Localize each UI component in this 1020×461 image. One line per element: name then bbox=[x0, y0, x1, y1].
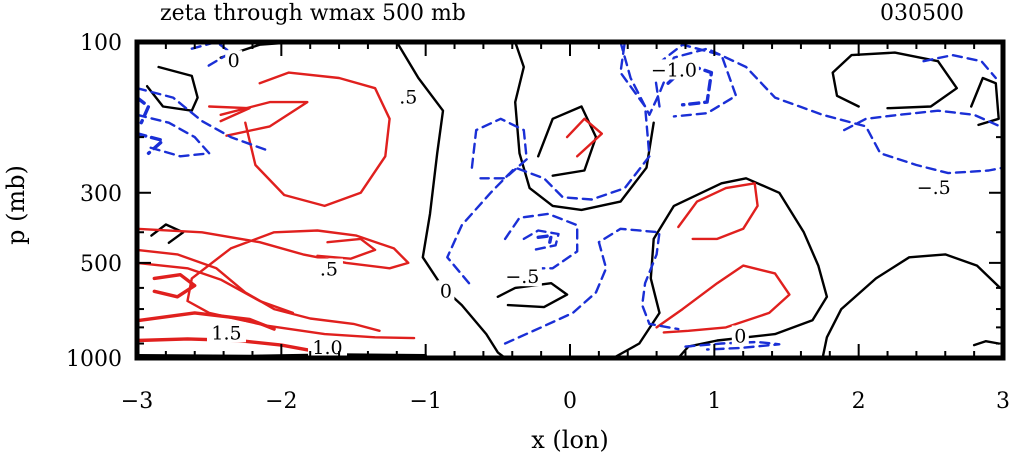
contour-line-38 bbox=[522, 229, 560, 252]
contour-line-16 bbox=[655, 264, 791, 334]
y-axis-label: p (mb) bbox=[2, 165, 30, 245]
y-tick-label-2: 500 bbox=[80, 252, 122, 277]
contour-label-5: 0 bbox=[440, 280, 452, 302]
contour-line-32 bbox=[684, 340, 781, 351]
contour-label-8: 1.0 bbox=[312, 337, 342, 359]
x-tick-label-3: 0 bbox=[563, 389, 577, 414]
x-tick-labels: −3 −2 −1 0 1 2 3 bbox=[121, 389, 1010, 414]
x-tick-label-6: 3 bbox=[996, 389, 1010, 414]
contour-label-6: −.5 bbox=[505, 266, 539, 288]
contour-line-25 bbox=[138, 311, 276, 331]
contour-line-9 bbox=[831, 51, 958, 110]
contour-line-0 bbox=[145, 65, 199, 112]
contour-line-3 bbox=[514, 40, 655, 212]
contour-label-bg-8 bbox=[308, 337, 348, 358]
contour-label-4: .5 bbox=[320, 259, 338, 281]
contour-line-22 bbox=[208, 105, 251, 123]
contour-label-bg-7 bbox=[206, 322, 246, 343]
contour-line-26 bbox=[446, 40, 651, 285]
contour-line-30 bbox=[503, 227, 680, 345]
contour-lines bbox=[135, 40, 1005, 360]
contour-line-17 bbox=[135, 227, 416, 340]
contour-line-41 bbox=[536, 233, 553, 244]
x-tick-label-2: −1 bbox=[409, 389, 441, 414]
contour-line-29 bbox=[619, 40, 1005, 175]
contour-line-31 bbox=[135, 87, 269, 152]
contour-line-23 bbox=[152, 273, 197, 299]
contour-label-bg-2 bbox=[648, 59, 699, 80]
axis-ticks bbox=[136, 41, 1004, 359]
contour-label-2: −1.0 bbox=[651, 59, 697, 81]
y-tick-label-0: 100 bbox=[80, 31, 122, 56]
contour-label-bg-3 bbox=[914, 177, 954, 198]
contour-line-42 bbox=[135, 95, 151, 125]
contour-line-14 bbox=[565, 117, 603, 158]
contour-line-10 bbox=[970, 76, 1000, 127]
contour-line-11 bbox=[972, 340, 1000, 347]
chart-date-label: 030500 bbox=[880, 1, 964, 26]
plot-frame bbox=[134, 39, 1006, 361]
contour-label-1: .5 bbox=[399, 87, 417, 109]
contour-label-bg-4 bbox=[314, 258, 343, 279]
contour-line-33 bbox=[843, 109, 1002, 132]
contour-line-15 bbox=[677, 182, 759, 241]
contour-line-13 bbox=[244, 71, 391, 208]
contour-label-bg-1 bbox=[394, 86, 423, 107]
contour-label-bg-9 bbox=[731, 325, 749, 346]
contour-label-bg-6 bbox=[502, 266, 542, 287]
contour-line-6 bbox=[537, 105, 598, 177]
contour-label-0: 0 bbox=[228, 50, 240, 72]
contour-line-34 bbox=[922, 53, 997, 80]
contour-line-28 bbox=[503, 212, 579, 270]
contour-line-40 bbox=[135, 132, 165, 155]
contour-line-36 bbox=[135, 113, 211, 158]
y-tick-label-3: 1000 bbox=[66, 347, 122, 372]
contour-line-8 bbox=[150, 223, 185, 244]
contour-label-3: −.5 bbox=[917, 177, 951, 199]
y-tick-labels: 100 300 500 1000 bbox=[66, 31, 122, 372]
contour-line-18 bbox=[219, 100, 309, 137]
x-tick-label-4: 1 bbox=[707, 389, 721, 414]
contour-label-9: 0 bbox=[734, 326, 746, 348]
x-tick-label-1: −2 bbox=[265, 389, 297, 414]
contour-line-21 bbox=[135, 261, 295, 315]
contour-line-2 bbox=[395, 40, 507, 360]
contour-line-27 bbox=[470, 117, 528, 180]
contour-labels: 0 .5 −1.0 −.5 .5 0 −.5 1.5 1.0 0 bbox=[206, 50, 954, 359]
contour-label-bg-0 bbox=[225, 50, 243, 71]
x-axis-label: x (lon) bbox=[531, 426, 608, 454]
x-tick-label-0: −3 bbox=[121, 389, 153, 414]
chart-title: zeta through wmax 500 mb bbox=[160, 1, 466, 26]
contour-line-7 bbox=[821, 253, 1002, 360]
contour-line-37 bbox=[190, 40, 232, 69]
contour-label-bg-5 bbox=[437, 280, 455, 301]
contour-line-4 bbox=[496, 282, 569, 309]
contour-line-20 bbox=[316, 237, 377, 260]
x-tick-label-5: 2 bbox=[852, 389, 866, 414]
y-tick-label-1: 300 bbox=[80, 182, 122, 207]
contour-label-7: 1.5 bbox=[211, 322, 241, 344]
contour-line-5 bbox=[612, 177, 829, 360]
